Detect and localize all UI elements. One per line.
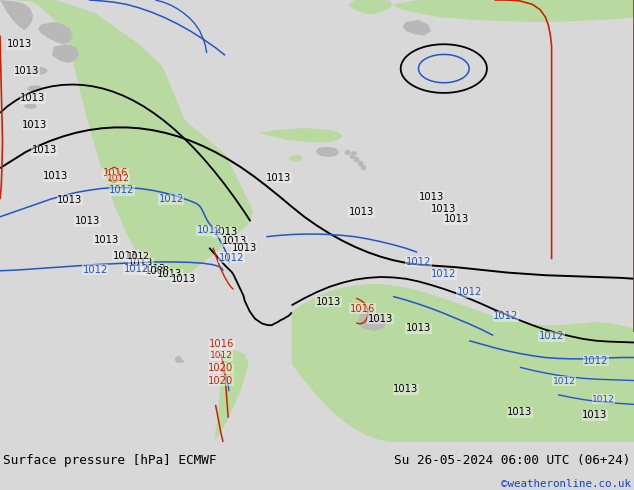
Text: 1013: 1013 <box>14 66 39 76</box>
Text: 1013: 1013 <box>113 251 138 261</box>
Text: 1013: 1013 <box>75 216 100 226</box>
Polygon shape <box>0 0 254 279</box>
Text: 1020: 1020 <box>208 375 233 386</box>
Polygon shape <box>38 22 73 44</box>
Text: 1013: 1013 <box>418 192 444 202</box>
Text: 1013: 1013 <box>94 235 119 245</box>
Text: 1012: 1012 <box>197 225 222 235</box>
Polygon shape <box>52 44 79 63</box>
Text: 1013: 1013 <box>316 297 341 307</box>
Text: 1013: 1013 <box>22 120 48 130</box>
Text: 1013: 1013 <box>406 323 431 333</box>
Text: 1012: 1012 <box>493 311 519 321</box>
Text: 1012: 1012 <box>82 265 108 275</box>
Polygon shape <box>24 103 37 109</box>
Polygon shape <box>316 147 339 157</box>
Text: 1012: 1012 <box>127 252 150 261</box>
Text: Su 26-05-2024 06:00 UTC (06+24): Su 26-05-2024 06:00 UTC (06+24) <box>394 454 631 466</box>
Text: 1013: 1013 <box>368 314 393 323</box>
Text: 1013: 1013 <box>20 93 46 103</box>
Text: 1012: 1012 <box>592 394 615 404</box>
Polygon shape <box>288 155 303 162</box>
Text: 1008: 1008 <box>145 266 170 276</box>
Polygon shape <box>358 312 387 331</box>
Text: 1012: 1012 <box>124 264 149 274</box>
Text: 1012: 1012 <box>456 287 482 297</box>
Text: 1013: 1013 <box>157 270 183 279</box>
Text: 1013: 1013 <box>43 171 68 181</box>
Polygon shape <box>0 0 33 30</box>
Text: 1013: 1013 <box>444 214 469 224</box>
Text: 1012: 1012 <box>219 252 244 263</box>
Polygon shape <box>29 67 48 75</box>
Text: 1012: 1012 <box>431 270 456 279</box>
Polygon shape <box>393 0 634 22</box>
Text: 1012: 1012 <box>210 351 233 360</box>
Text: 1012: 1012 <box>107 174 129 183</box>
Polygon shape <box>292 284 634 442</box>
Text: 1013: 1013 <box>128 258 153 268</box>
Text: 1013: 1013 <box>231 243 257 253</box>
Text: 1016: 1016 <box>209 339 235 349</box>
Text: 1012: 1012 <box>109 185 134 195</box>
Text: 1013: 1013 <box>582 410 607 420</box>
Text: 1013: 1013 <box>393 384 418 394</box>
Polygon shape <box>27 85 42 92</box>
Text: 1012: 1012 <box>539 331 564 341</box>
Text: 1012: 1012 <box>158 194 184 204</box>
Polygon shape <box>212 349 249 442</box>
Polygon shape <box>403 20 431 35</box>
Text: 1013: 1013 <box>212 227 238 237</box>
Text: 1012: 1012 <box>406 257 431 267</box>
Text: 1012: 1012 <box>583 356 609 366</box>
Polygon shape <box>22 121 35 126</box>
Polygon shape <box>349 151 358 155</box>
Text: 1016: 1016 <box>350 304 375 314</box>
Text: ©weatheronline.co.uk: ©weatheronline.co.uk <box>501 479 631 490</box>
Text: 1013: 1013 <box>141 264 166 274</box>
Polygon shape <box>260 128 342 143</box>
Text: 1013: 1013 <box>349 207 374 218</box>
Polygon shape <box>349 0 393 14</box>
Text: 1020: 1020 <box>208 363 233 373</box>
Text: 1013: 1013 <box>222 236 247 246</box>
Text: 1012: 1012 <box>553 377 576 386</box>
Text: 1016: 1016 <box>103 169 128 178</box>
Text: 1013: 1013 <box>507 407 533 417</box>
Text: 1013: 1013 <box>6 39 32 49</box>
Text: 1013: 1013 <box>32 146 57 155</box>
Text: 1013: 1013 <box>57 195 82 205</box>
Text: 1013: 1013 <box>171 274 197 284</box>
Text: 1013: 1013 <box>266 173 292 183</box>
Text: 1013: 1013 <box>431 204 456 214</box>
Text: Surface pressure [hPa] ECMWF: Surface pressure [hPa] ECMWF <box>3 454 217 466</box>
